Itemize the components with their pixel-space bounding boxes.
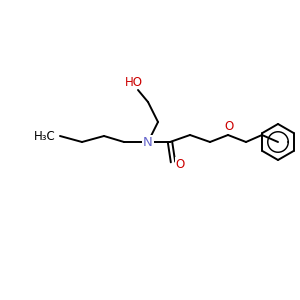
Text: O: O: [224, 119, 234, 133]
Text: HO: HO: [125, 76, 143, 88]
Text: N: N: [143, 136, 153, 148]
Text: H₃C: H₃C: [34, 130, 56, 142]
Text: O: O: [176, 158, 184, 170]
